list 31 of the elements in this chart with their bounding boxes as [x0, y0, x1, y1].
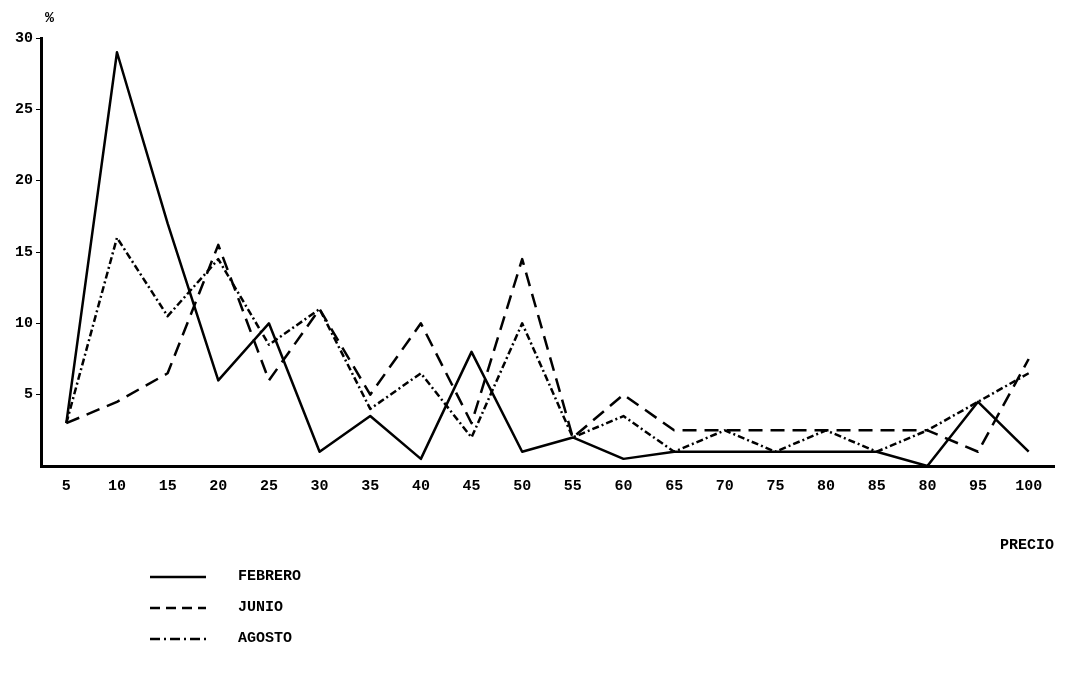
- x-tick-label: 85: [867, 477, 886, 495]
- legend-label: AGOSTO: [238, 630, 293, 647]
- x-tick-label: 100: [1015, 477, 1043, 495]
- x-tick-label: 75: [766, 477, 785, 495]
- x-tick-label: 80: [817, 477, 836, 495]
- x-tick-label: 70: [715, 477, 734, 495]
- x-tick-label: 25: [259, 477, 278, 495]
- x-tick-label: 45: [462, 477, 481, 495]
- x-tick-label: 40: [411, 477, 430, 495]
- y-tick-label: 10: [14, 315, 33, 333]
- y-tick-label: 15: [14, 243, 33, 261]
- x-tick-label: 5: [61, 477, 71, 495]
- legend-label: JUNIO: [238, 599, 284, 616]
- x-tick-label: 10: [107, 477, 126, 495]
- x-tick-label: 30: [310, 477, 329, 495]
- x-tick-label: 80: [918, 477, 937, 495]
- y-tick-label: 20: [14, 172, 33, 190]
- legend-label: FEBRERO: [238, 568, 302, 585]
- x-axis-title: PRECIO: [999, 537, 1054, 555]
- x-tick-label: 65: [665, 477, 684, 495]
- x-tick-label: 95: [969, 477, 988, 495]
- x-tick-label: 60: [614, 477, 633, 495]
- x-tick-label: 20: [209, 477, 228, 495]
- x-tick-label: 15: [158, 477, 177, 495]
- x-tick-label: 50: [513, 477, 532, 495]
- x-tick-label: 55: [563, 477, 582, 495]
- y-tick-label: 30: [14, 29, 33, 47]
- y-tick-label: 5: [23, 386, 33, 404]
- y-tick-label: 25: [14, 101, 33, 119]
- y-axis-title: %: [45, 10, 55, 28]
- x-tick-label: 35: [361, 477, 380, 495]
